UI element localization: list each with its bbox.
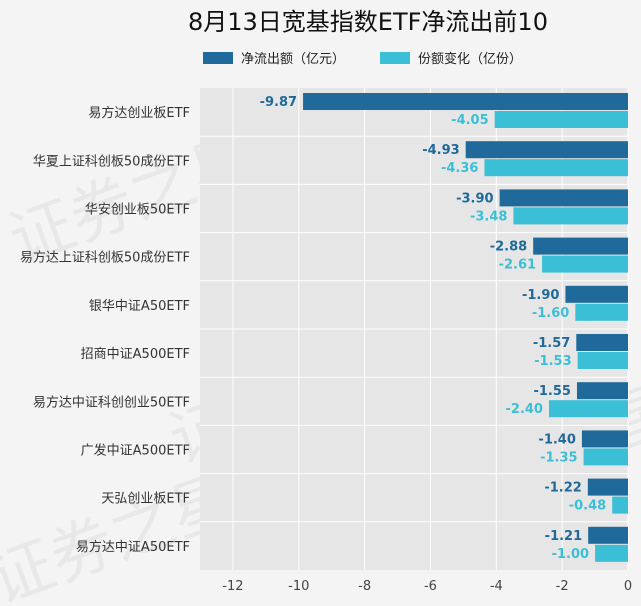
data-label-share-change: -0.48: [569, 499, 606, 514]
bar-share-change: [575, 303, 628, 321]
x-tick-label: -2: [556, 579, 569, 594]
bar-net-outflow: [587, 478, 628, 496]
bar-net-outflow: [533, 237, 628, 255]
bar-share-change: [484, 159, 628, 177]
bar-share-change: [542, 255, 628, 273]
bar-net-outflow: [588, 526, 628, 544]
bar-share-change: [577, 352, 628, 369]
bars: -9.87 -4.05 -4.93 -4.36 -3.90 -3.48 -2.88 -2.61…: [260, 93, 628, 562]
data-label-share-change: -1.35: [540, 450, 577, 465]
bar-share-change: [595, 544, 628, 562]
legend-swatch: [380, 52, 410, 64]
bar-net-outflow: [576, 334, 628, 351]
bar-net-outflow: [581, 430, 628, 448]
legend-label: 份额变化（亿份）: [418, 51, 522, 67]
data-label-share-change: -2.40: [506, 402, 543, 417]
x-tick-label: -12: [222, 579, 243, 594]
data-label-net-outflow: -1.40: [538, 432, 575, 447]
category-labels: 易方达创业板ETF 华夏上证科创板50成份ETF 华安创业板50ETF 易方达上证科创…: [20, 105, 190, 555]
legend: 净流出额（亿元） 份额变化（亿份）: [203, 51, 522, 67]
category-label: 易方达创业板ETF: [88, 105, 190, 121]
category-label: 易方达上证科创板50成份ETF: [20, 250, 190, 266]
data-label-share-change: -4.36: [441, 161, 478, 176]
category-label: 天弘创业板ETF: [101, 492, 190, 507]
data-label-net-outflow: -1.90: [522, 288, 559, 303]
category-label: 华夏上证科创板50成份ETF: [33, 154, 190, 169]
data-label-net-outflow: -3.90: [456, 191, 493, 206]
bar-share-change: [583, 448, 628, 466]
bar-net-outflow: [576, 382, 628, 400]
x-tick-label: -6: [424, 579, 437, 594]
data-label-net-outflow: -1.55: [533, 384, 570, 399]
bar-share-change: [494, 111, 628, 128]
category-label: 招商中证A500ETF: [81, 347, 190, 362]
bar-share-change: [548, 400, 628, 418]
category-label: 易方达中证A50ETF: [76, 539, 190, 555]
category-label: 华安创业板50ETF: [85, 203, 190, 218]
data-label-share-change: -2.61: [499, 258, 536, 273]
bar-share-change: [513, 207, 628, 225]
category-label: 银华中证A50ETF: [89, 299, 190, 314]
bar-net-outflow: [303, 93, 628, 110]
data-label-share-change: -1.60: [532, 306, 569, 321]
x-tick-labels: -12 -10 -8 -6 -4 -2 0: [222, 579, 632, 594]
data-label-net-outflow: -9.87: [260, 95, 297, 110]
grid-lines: [200, 88, 629, 570]
legend-label: 净流出额（亿元）: [241, 52, 345, 67]
data-label-net-outflow: -4.93: [422, 143, 459, 158]
chart-title: 8月13日宽基指数ETF净流出前10: [188, 8, 548, 36]
data-label-share-change: -4.05: [451, 113, 488, 128]
bar-net-outflow: [565, 285, 628, 303]
bar-net-outflow: [465, 141, 628, 159]
bar-share-change: [612, 496, 628, 514]
data-label-net-outflow: -2.88: [490, 240, 527, 255]
data-label-net-outflow: -1.22: [544, 481, 581, 496]
x-tick-label: -4: [490, 579, 503, 594]
data-label-share-change: -1.00: [552, 547, 589, 562]
x-tick-label: -10: [288, 579, 309, 594]
x-tick-label: 0: [624, 579, 632, 594]
data-label-net-outflow: -1.57: [533, 336, 570, 351]
category-label: 易方达中证科创创业50ETF: [33, 394, 190, 410]
data-label-share-change: -1.53: [534, 354, 571, 369]
data-label-share-change: -3.48: [470, 209, 507, 224]
category-label: 广发中证A500ETF: [81, 443, 190, 459]
legend-swatch: [203, 52, 233, 64]
bar-net-outflow: [499, 189, 628, 207]
x-tick-label: -8: [358, 579, 371, 594]
data-label-net-outflow: -1.21: [545, 529, 582, 544]
